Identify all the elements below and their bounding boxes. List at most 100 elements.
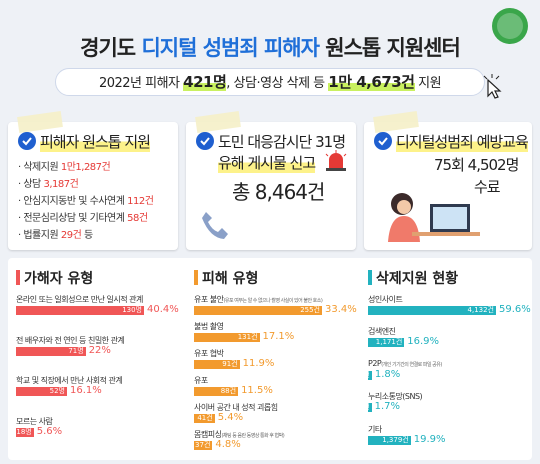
count-label: 131건 xyxy=(237,333,258,341)
bar xyxy=(194,333,260,342)
percent-label: 5.6% xyxy=(36,425,63,437)
percent-label: 19.9% xyxy=(413,433,446,445)
highlight-text: 58건 xyxy=(127,213,148,224)
count-label: 255건 xyxy=(300,306,320,314)
text: 상담 xyxy=(23,179,44,190)
check-icon xyxy=(18,132,36,150)
bullet: · xyxy=(18,213,24,224)
text: 전문심리상담 및 기타연계 xyxy=(23,213,128,224)
list-item: · 전문심리상담 및 기타연계 58건 xyxy=(18,209,148,224)
text: , 상담·영상 삭제 등 xyxy=(226,76,329,91)
label: 검색엔진 xyxy=(368,327,396,337)
item-label: 몸캠피싱(채팅 등 음란 동영상 통화 후 협박) xyxy=(194,429,285,440)
list-item: · 법률지원 29건 등 xyxy=(18,226,93,241)
percent-label: 5.4% xyxy=(217,412,244,423)
percent-label: 1.7% xyxy=(374,401,401,413)
card-line: 총 8,464건 xyxy=(232,180,325,204)
item-label: 유포 협박 xyxy=(194,348,224,359)
list-item: · 삭제지원 1만1,287건 xyxy=(18,158,111,173)
bar xyxy=(368,403,372,413)
label: 온라인 또는 일회성으로 만난 일시적 관계 xyxy=(16,295,143,304)
text: 경기도 xyxy=(80,36,142,60)
percent-label: 59.6% xyxy=(499,304,531,315)
text: 삭제지원 xyxy=(23,162,61,173)
bar xyxy=(16,387,67,396)
cursor-icon xyxy=(483,74,502,99)
text: 법률지원 xyxy=(23,230,61,241)
item-label: 누리소통망(SNS) xyxy=(368,391,423,402)
bar xyxy=(194,414,215,423)
label: 기타 xyxy=(368,424,382,434)
title-accent xyxy=(16,270,20,285)
card-line: 75회 4,502명 xyxy=(434,156,519,174)
percent-label: 33.4% xyxy=(325,304,357,315)
item-label: 온라인 또는 일회성으로 만난 일시적 관계 xyxy=(16,294,143,305)
label: P2P xyxy=(368,358,382,368)
panel-title: 가해자 유형 xyxy=(24,271,94,287)
highlight-text: 1만1,287건 xyxy=(60,162,111,173)
highlight-text: 29건 xyxy=(60,230,82,241)
card-line: 수료 xyxy=(474,178,501,196)
label: 성인사이트 xyxy=(368,295,403,304)
note: (유포 여부는 알 수 없으나 촬영 사실이 있어 불안 호소) xyxy=(223,298,323,304)
bar xyxy=(194,387,239,396)
item-label: 검색엔진 xyxy=(368,326,396,337)
bar xyxy=(194,360,240,369)
text: 2022년 피해자 xyxy=(98,76,184,91)
card: 피해자 원스톱 지원 · 삭제지원 1만1,287건 · 상담 3,187건 · 안심… xyxy=(8,111,178,250)
item-label: 성인사이트 xyxy=(368,294,403,305)
text: 지원 xyxy=(414,76,442,91)
card: 도민 대응감시단 31명 유해 게시물 신고 총 8,464건 xyxy=(186,111,356,250)
text: 등 xyxy=(81,230,93,241)
highlight-text: 3,187건 xyxy=(43,179,79,190)
label: 전 배우자와 전 연인 등 친밀한 관계 xyxy=(16,335,125,345)
percent-label: 16.1% xyxy=(70,385,102,396)
bar xyxy=(16,346,86,356)
count-label: 88건 xyxy=(220,387,237,395)
logo xyxy=(492,8,528,44)
item-label: 기타 xyxy=(368,424,382,435)
label: 학교 및 직장에서 만난 사회적 관계 xyxy=(16,376,123,385)
count-label: 37건 xyxy=(195,441,211,449)
percent-label: 11.5% xyxy=(241,385,273,396)
bullet: · xyxy=(18,179,24,190)
label: 누리소통망(SNS) xyxy=(368,392,423,402)
siren-icon xyxy=(325,150,347,171)
count-label: 1,379건 xyxy=(382,435,409,444)
bullet: · xyxy=(18,196,24,207)
bar xyxy=(368,370,372,380)
card-title: 피해자 원스톱 지원 xyxy=(40,131,151,152)
label: 유포 불안 xyxy=(194,295,224,304)
study-illustration xyxy=(388,193,480,242)
count-label: 18명 xyxy=(16,427,32,436)
tape xyxy=(373,111,419,133)
item-label: P2P(개인 기기간의 연결로 파일 공유) xyxy=(368,359,442,368)
item-label: 불법 촬영 xyxy=(194,321,224,332)
percent-label: 16.9% xyxy=(407,336,440,348)
bullet: · xyxy=(18,162,24,173)
item-label: 사이버 공간 내 성적 괴롭힘 xyxy=(194,402,278,413)
phone-icon xyxy=(202,212,228,239)
bullet: · xyxy=(18,230,24,241)
bar xyxy=(194,306,322,315)
text: 원스톱 지원센터 xyxy=(318,36,461,60)
label: 유포 xyxy=(194,376,208,385)
bar xyxy=(368,306,496,315)
note: (개인 기기간의 연결로 파일 공유) xyxy=(381,361,442,368)
bar xyxy=(16,427,34,437)
tape xyxy=(195,111,241,133)
percent-label: 17.1% xyxy=(262,331,295,342)
item-label: 모르는 사람 xyxy=(16,416,53,427)
panel-title: 피해 유형 xyxy=(202,271,259,287)
highlight-text: 1만 4,673건 xyxy=(328,73,415,91)
percent-label: 22% xyxy=(88,344,111,356)
label: 사이버 공간 내 성적 괴롭힘 xyxy=(194,403,278,412)
title-accent xyxy=(368,270,372,285)
check-icon xyxy=(374,132,392,150)
item-label: 전 배우자와 전 연인 등 친밀한 관계 xyxy=(16,335,125,346)
count-label: 119건 xyxy=(349,403,370,412)
note: (채팅 등 음란 동영상 통화 후 협박) xyxy=(221,433,285,439)
count-label: 91건 xyxy=(222,360,238,368)
card-line: 디지털성범죄 예방교육 xyxy=(396,131,529,152)
